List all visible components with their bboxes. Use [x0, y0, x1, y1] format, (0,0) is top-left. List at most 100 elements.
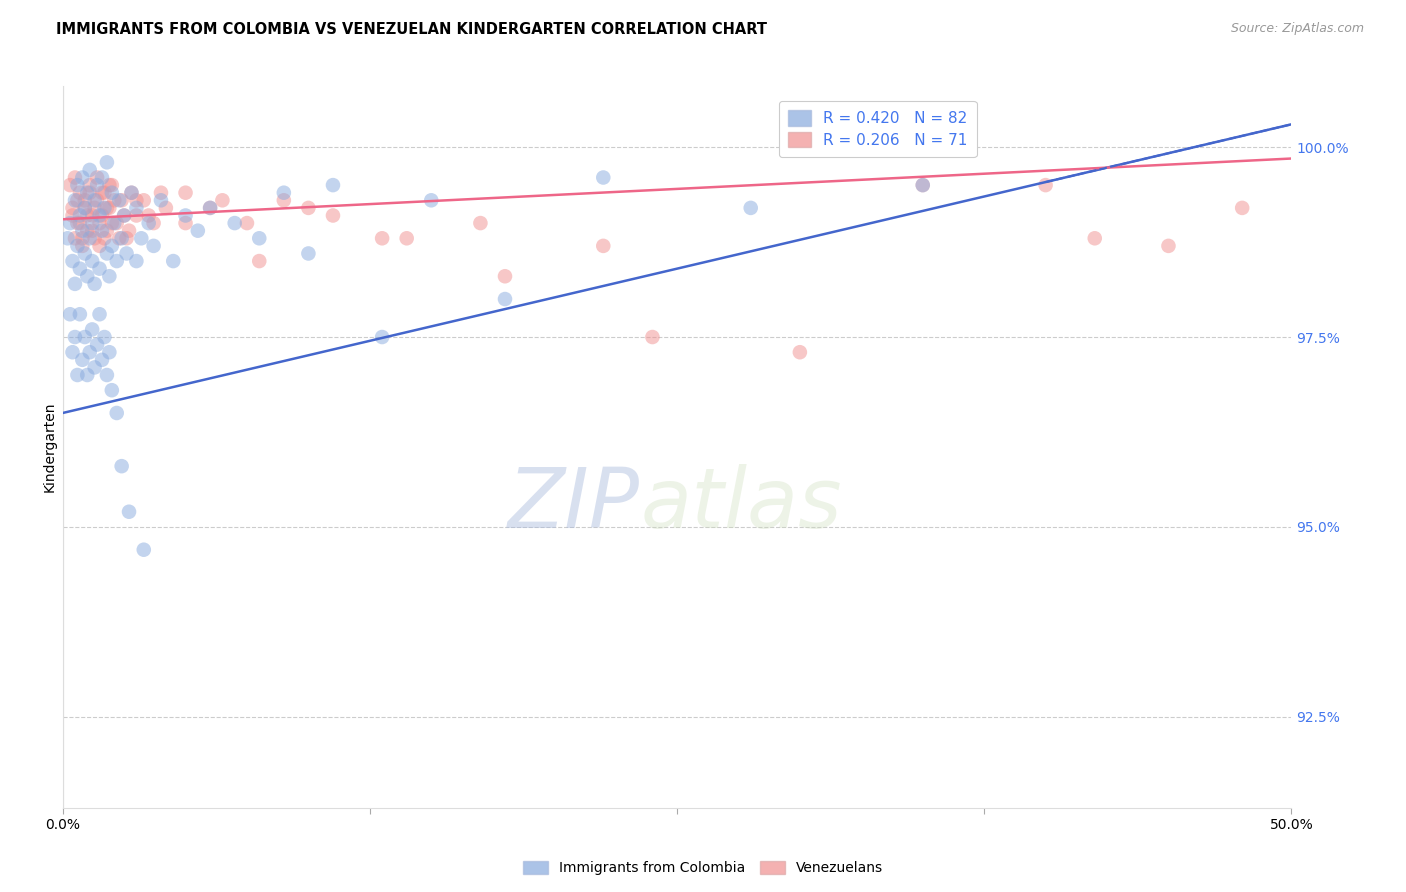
Point [59, 216, 82, 230]
Point [911, 178, 934, 193]
Point [142, 239, 165, 253]
Point [111, 194, 134, 208]
Point [1157, 239, 1180, 253]
Point [494, 269, 516, 284]
Point [91, 352, 114, 367]
Point [96, 224, 118, 238]
Point [371, 330, 394, 344]
Point [83, 201, 105, 215]
Point [89, 261, 111, 276]
Point [125, 254, 148, 268]
Point [69, 186, 91, 200]
Point [297, 246, 319, 260]
Point [79, 178, 101, 193]
Point [273, 186, 295, 200]
Point [198, 201, 221, 215]
Point [112, 209, 135, 223]
Point [96, 201, 118, 215]
Point [73, 246, 96, 260]
Point [1084, 231, 1107, 245]
Point [86, 178, 108, 193]
Point [131, 231, 153, 245]
Point [93, 330, 115, 344]
Point [149, 186, 172, 200]
Text: ZIP: ZIP [508, 465, 640, 545]
Point [149, 194, 172, 208]
Point [118, 224, 141, 238]
Point [108, 194, 131, 208]
Point [72, 170, 94, 185]
Point [132, 194, 155, 208]
Point [125, 209, 148, 223]
Point [59, 307, 82, 321]
Point [79, 162, 101, 177]
Point [101, 216, 124, 230]
Point [82, 254, 104, 268]
Point [96, 246, 118, 260]
Point [273, 194, 295, 208]
Point [322, 209, 344, 223]
Text: Source: ZipAtlas.com: Source: ZipAtlas.com [1230, 22, 1364, 36]
Point [89, 239, 111, 253]
Point [73, 194, 96, 208]
Point [76, 269, 98, 284]
Point [66, 239, 89, 253]
Point [224, 216, 246, 230]
Point [63, 231, 86, 245]
Point [101, 383, 124, 397]
Point [89, 209, 111, 223]
Point [162, 254, 184, 268]
Point [138, 216, 160, 230]
Point [63, 194, 86, 208]
Point [105, 254, 128, 268]
Point [93, 186, 115, 200]
Point [236, 216, 259, 230]
Point [59, 178, 82, 193]
Point [69, 261, 91, 276]
Point [83, 360, 105, 375]
Point [297, 201, 319, 215]
Point [187, 224, 209, 238]
Point [91, 224, 114, 238]
Point [592, 239, 614, 253]
Point [76, 224, 98, 238]
Point [115, 246, 138, 260]
Point [108, 231, 131, 245]
Point [82, 209, 104, 223]
Text: IMMIGRANTS FROM COLOMBIA VS VENEZUELAN KINDERGARTEN CORRELATION CHART: IMMIGRANTS FROM COLOMBIA VS VENEZUELAN K… [56, 22, 768, 37]
Point [118, 505, 141, 519]
Point [155, 201, 177, 215]
Point [62, 254, 84, 268]
Point [112, 209, 135, 223]
Point [83, 231, 105, 245]
Point [111, 459, 134, 474]
Point [72, 224, 94, 238]
Y-axis label: Kindergarten: Kindergarten [44, 402, 58, 492]
Point [247, 254, 270, 268]
Point [82, 216, 104, 230]
Point [83, 277, 105, 291]
Point [98, 269, 121, 284]
Point [592, 170, 614, 185]
Point [83, 194, 105, 208]
Point [79, 186, 101, 200]
Point [63, 330, 86, 344]
Point [82, 322, 104, 336]
Point [72, 239, 94, 253]
Point [740, 201, 762, 215]
Point [103, 194, 125, 208]
Point [91, 170, 114, 185]
Point [420, 194, 443, 208]
Point [79, 345, 101, 359]
Point [82, 224, 104, 238]
Point [73, 330, 96, 344]
Point [322, 178, 344, 193]
Point [142, 216, 165, 230]
Point [174, 186, 197, 200]
Point [69, 307, 91, 321]
Legend: R = 0.420   N = 82, R = 0.206   N = 71: R = 0.420 N = 82, R = 0.206 N = 71 [779, 101, 977, 157]
Point [101, 178, 124, 193]
Point [174, 209, 197, 223]
Point [66, 216, 89, 230]
Point [105, 216, 128, 230]
